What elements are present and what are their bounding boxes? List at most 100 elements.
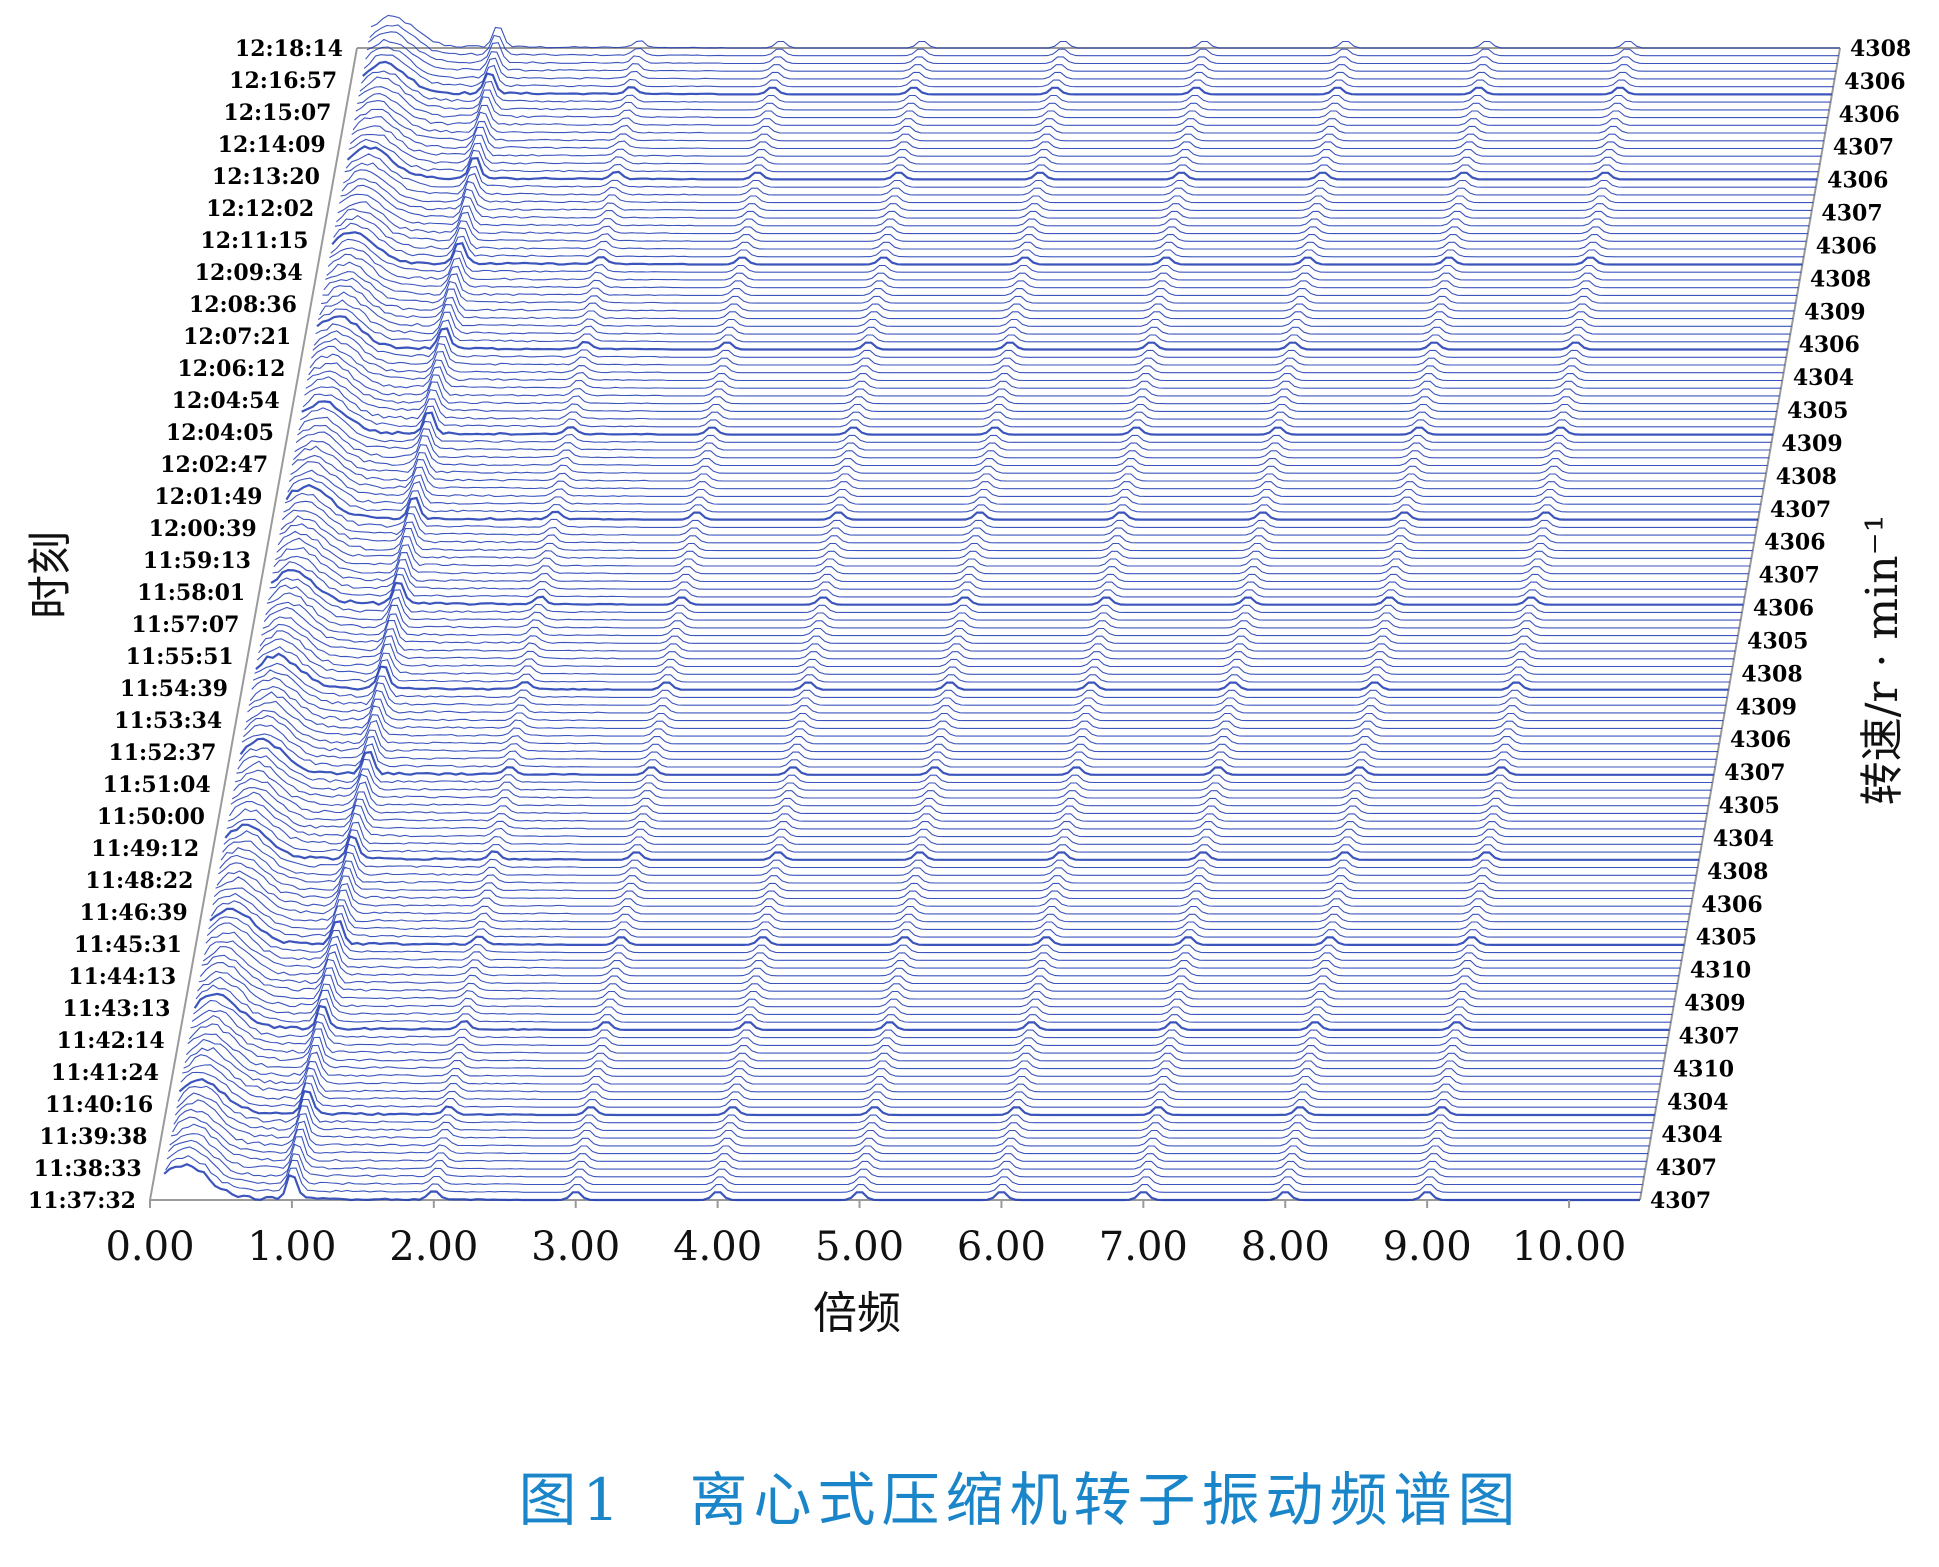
spectrum-trace (212, 892, 1687, 930)
spectrum-trace (321, 291, 1792, 327)
spectrum-trace (285, 483, 1759, 521)
spectrum-trace (309, 353, 1781, 389)
spectrum-trace (167, 1139, 1644, 1178)
time-tick-label: 12:02:47 (160, 452, 268, 478)
spectrum-trace (279, 523, 1752, 559)
time-tick-label: 11:45:31 (74, 932, 182, 958)
x-tick-label: 10.00 (1512, 1224, 1627, 1270)
x-tick-label: 1.00 (247, 1224, 336, 1270)
speed-tick-label: 4306 (1827, 168, 1888, 194)
speed-tick-label: 4304 (1793, 365, 1854, 391)
spectrum-trace (351, 125, 1822, 157)
spectrum-trace (190, 1014, 1666, 1054)
spectrum-trace (363, 54, 1834, 88)
spectrum-trace (267, 584, 1741, 621)
spectrum-trace (352, 116, 1823, 150)
spectrum-trace (329, 247, 1800, 281)
spectrum-trace (323, 277, 1795, 312)
spectrum-trace (239, 737, 1714, 776)
spectrum-trace (216, 870, 1691, 907)
spectrum-trace (166, 1146, 1643, 1186)
spectrum-trace (229, 801, 1704, 838)
spectrum-trace (187, 1033, 1663, 1070)
spectrum-trace (218, 862, 1693, 900)
spectrum-trace (346, 145, 1818, 181)
time-tick-label: 12:04:54 (172, 388, 280, 414)
time-tick-label: 12:13:20 (212, 164, 320, 190)
time-tick-label: 11:46:39 (80, 900, 188, 926)
spectrum-trace (213, 887, 1689, 923)
spectrum-trace (247, 700, 1721, 737)
speed-tick-label: 4307 (1821, 201, 1882, 227)
spectrum-trace (316, 315, 1788, 351)
spectrum-trace (195, 984, 1671, 1023)
spectrum-trace (163, 1162, 1640, 1202)
speed-tick-label: 4307 (1656, 1155, 1717, 1181)
spectrum-trace (222, 840, 1697, 876)
time-tick-label: 11:52:37 (108, 740, 216, 766)
time-tick-label: 12:15:07 (223, 100, 331, 126)
spectrum-trace (176, 1092, 1653, 1131)
spectrum-trace (255, 652, 1729, 691)
spectrum-trace (345, 153, 1816, 188)
spectrum-trace (188, 1023, 1665, 1062)
spectrum-trace (300, 407, 1772, 443)
speed-tick-label: 4310 (1690, 958, 1751, 984)
spectrum-trace (258, 638, 1732, 675)
spectrum-trace (262, 616, 1736, 652)
x-tick-label: 8.00 (1241, 1224, 1330, 1270)
spectrum-trace (272, 561, 1745, 598)
spectrum-trace (165, 1155, 1642, 1193)
time-tick-label: 12:09:34 (195, 260, 303, 286)
speed-tick-label: 4307 (1724, 760, 1785, 786)
spectrum-trace (315, 323, 1787, 358)
spectrum-trace (325, 271, 1796, 304)
spectrum-trace (333, 222, 1804, 258)
spectrum-trace (365, 46, 1835, 80)
x-tick-label: 2.00 (389, 1224, 478, 1270)
spectrum-trace (327, 253, 1799, 289)
spectrum-trace (237, 755, 1712, 791)
speed-tick-label: 4309 (1736, 694, 1797, 720)
spectrum-trace (273, 555, 1746, 590)
time-tick-label: 11:38:33 (34, 1156, 142, 1182)
x-axis-title: 倍频 (813, 1288, 901, 1339)
spectrum-trace (291, 454, 1764, 490)
time-tick-label: 11:59:13 (143, 548, 251, 574)
speed-tick-label: 4306 (1816, 233, 1877, 259)
spectrum-trace (306, 370, 1779, 405)
x-tick-label: 0.00 (105, 1224, 194, 1270)
time-tick-label: 11:37:32 (28, 1188, 136, 1214)
speed-tick-label: 4309 (1804, 299, 1865, 325)
spectrum-trace (265, 601, 1738, 637)
y-axis-title-right: 转速/r · min⁻¹ (1857, 515, 1908, 806)
spectrum-trace (210, 900, 1686, 938)
spectrum-trace (283, 500, 1756, 536)
spectrum-trace (243, 724, 1717, 760)
time-tick-label: 12:14:09 (218, 132, 326, 158)
plot-frame (149, 47, 1841, 1201)
spectrum-trace (180, 1071, 1657, 1108)
speed-tick-label: 4306 (1730, 727, 1791, 753)
time-tick-label: 11:57:07 (131, 612, 239, 638)
spectrum-trace (287, 477, 1760, 513)
spectrum-trace (215, 876, 1690, 915)
x-tick-label: 3.00 (531, 1224, 620, 1270)
speed-tick-label: 4306 (1799, 332, 1860, 358)
time-tick-label: 11:42:14 (57, 1028, 165, 1054)
spectrum-trace (348, 138, 1819, 173)
x-tick-label: 9.00 (1383, 1224, 1472, 1270)
spectrum-trace (297, 424, 1769, 459)
left-edge (149, 47, 358, 1201)
time-tick-label: 11:53:34 (114, 708, 222, 734)
spectrum-trace (331, 231, 1803, 266)
spectrum-trace (317, 308, 1789, 343)
speed-tick-label: 4307 (1833, 135, 1894, 161)
speed-tick-label: 4306 (1753, 596, 1814, 622)
y-axis-title-left: 时刻 (25, 531, 76, 619)
spectrum-trace (326, 261, 1797, 296)
speed-tick-label: 4307 (1679, 1023, 1740, 1049)
spectrum-trace (256, 646, 1730, 683)
x-tick-label: 6.00 (957, 1224, 1046, 1270)
